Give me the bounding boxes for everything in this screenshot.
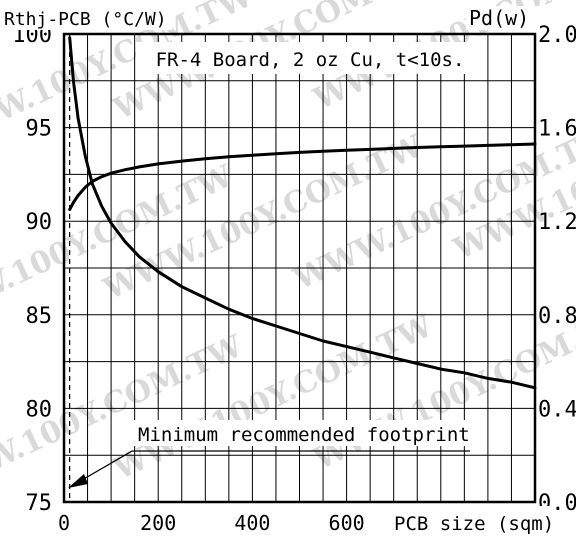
x-tick-label: 600 (329, 511, 365, 535)
tick-labels: 0 200 400 60075808590951000.00.40.81.21.62.… (12, 23, 576, 535)
x-tick-label: 200 (140, 511, 176, 535)
x-axis-label: PCB size (sqm) (394, 513, 554, 535)
y-tick-label-right: 2.0 (538, 23, 576, 48)
y-tick-label-right: 1.2 (538, 210, 576, 235)
annotation-arrowhead (68, 474, 88, 488)
y-axis-label-right: Pd(w) (469, 6, 529, 30)
y-tick-label-left: 85 (26, 304, 53, 329)
plot-frame (62, 32, 537, 504)
y-axis-label-left: Rthj-PCB (°C/W) (4, 9, 167, 30)
y-tick-label-right: 0.8 (538, 304, 576, 329)
xlabel-background (392, 506, 552, 536)
series-line-pd (68, 142, 537, 211)
y-tick-label-left: 80 (26, 397, 53, 422)
annotation-background (132, 420, 477, 446)
x-tick-label: 0 (58, 511, 70, 535)
series-line-rthj (68, 36, 537, 390)
footprint-annotation: Minimum recommended footprint (68, 420, 477, 488)
y-tick-label-left: 90 (26, 210, 53, 235)
title-background (136, 42, 484, 74)
ylabel-left-background (2, 6, 172, 30)
series-layer (68, 36, 537, 390)
y-tick-label-right: 0.4 (538, 397, 576, 422)
annotation-text: Minimum recommended footprint (138, 424, 470, 446)
y-tick-label-right: 1.6 (538, 117, 576, 142)
y-tick-label-left: 95 (26, 117, 53, 142)
annotation-leader (81, 450, 133, 481)
y-tick-label-left: 75 (26, 491, 53, 516)
ylabel-right-background (466, 6, 540, 30)
chart-title: FR-4 Board, 2 oz Cu, t<10s. (156, 49, 465, 71)
x-tick-label: 400 (234, 511, 270, 535)
